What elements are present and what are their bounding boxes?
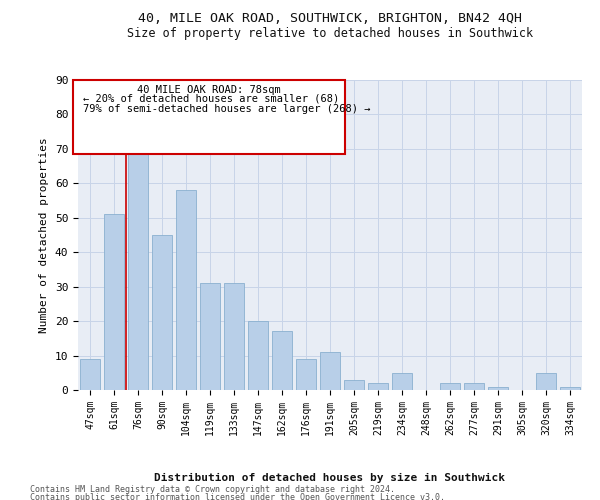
Bar — [224, 283, 244, 390]
Bar — [200, 283, 220, 390]
Bar — [80, 359, 100, 390]
Bar — [464, 383, 484, 390]
Bar — [176, 190, 196, 390]
Bar — [440, 383, 460, 390]
Text: Contains public sector information licensed under the Open Government Licence v3: Contains public sector information licen… — [30, 492, 445, 500]
Text: 40 MILE OAK ROAD: 78sqm: 40 MILE OAK ROAD: 78sqm — [137, 84, 281, 94]
Text: 79% of semi-detached houses are larger (268) →: 79% of semi-detached houses are larger (… — [83, 104, 371, 114]
Bar — [368, 383, 388, 390]
Bar — [392, 373, 412, 390]
Bar — [152, 235, 172, 390]
FancyBboxPatch shape — [73, 80, 345, 154]
Bar — [128, 132, 148, 390]
Text: ← 20% of detached houses are smaller (68): ← 20% of detached houses are smaller (68… — [83, 94, 339, 104]
Y-axis label: Number of detached properties: Number of detached properties — [39, 137, 49, 333]
Text: Contains HM Land Registry data © Crown copyright and database right 2024.: Contains HM Land Registry data © Crown c… — [30, 485, 395, 494]
Bar — [344, 380, 364, 390]
Bar — [104, 214, 124, 390]
Bar — [272, 332, 292, 390]
Text: Size of property relative to detached houses in Southwick: Size of property relative to detached ho… — [127, 28, 533, 40]
Bar — [248, 321, 268, 390]
Bar — [320, 352, 340, 390]
Text: Distribution of detached houses by size in Southwick: Distribution of detached houses by size … — [155, 472, 505, 482]
Bar — [488, 386, 508, 390]
Bar — [296, 359, 316, 390]
Text: 40, MILE OAK ROAD, SOUTHWICK, BRIGHTON, BN42 4QH: 40, MILE OAK ROAD, SOUTHWICK, BRIGHTON, … — [138, 12, 522, 26]
Bar — [536, 373, 556, 390]
Bar — [560, 386, 580, 390]
